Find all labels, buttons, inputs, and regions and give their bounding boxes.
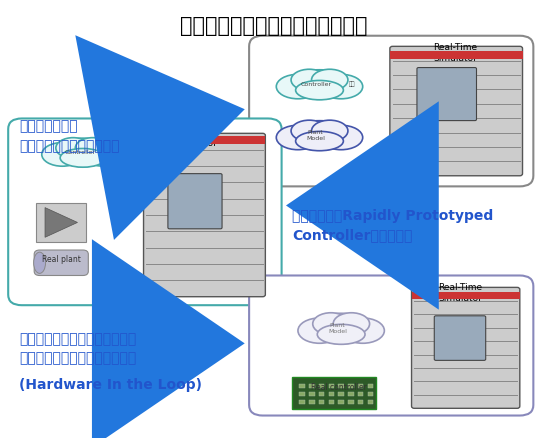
FancyBboxPatch shape	[411, 293, 520, 299]
Ellipse shape	[290, 121, 349, 151]
FancyBboxPatch shape	[338, 392, 344, 396]
FancyBboxPatch shape	[338, 384, 344, 388]
Ellipse shape	[34, 253, 46, 274]
FancyBboxPatch shape	[36, 204, 86, 242]
Text: 実機と一緒にRapidly Prototyped
Controllerとして使用: 実機と一緒にRapidly Prototyped Controllerとして使用	[293, 208, 494, 242]
FancyBboxPatch shape	[411, 288, 520, 408]
FancyBboxPatch shape	[144, 137, 265, 145]
Ellipse shape	[313, 313, 349, 335]
Text: 接続: 接続	[349, 81, 355, 87]
Text: リアルタイムシミュレータの種類: リアルタイムシミュレータの種類	[180, 15, 367, 35]
FancyBboxPatch shape	[434, 316, 486, 360]
Ellipse shape	[311, 70, 348, 92]
FancyBboxPatch shape	[348, 392, 354, 396]
Text: Controller: Controller	[300, 81, 331, 87]
Text: Real controller: Real controller	[311, 381, 366, 391]
Ellipse shape	[276, 75, 320, 99]
Ellipse shape	[311, 121, 348, 142]
FancyBboxPatch shape	[329, 384, 334, 388]
FancyBboxPatch shape	[368, 384, 373, 388]
FancyBboxPatch shape	[319, 384, 324, 388]
FancyBboxPatch shape	[249, 276, 534, 416]
FancyBboxPatch shape	[309, 400, 315, 404]
FancyBboxPatch shape	[358, 392, 364, 396]
FancyBboxPatch shape	[417, 68, 476, 121]
FancyBboxPatch shape	[249, 37, 534, 187]
FancyBboxPatch shape	[358, 400, 364, 404]
Text: 実機を伴わない
デジタルシミュレーション: 実機を伴わない デジタルシミュレーション	[19, 120, 119, 153]
Text: Real-Time
Simulator: Real-Time Simulator	[173, 127, 217, 148]
Ellipse shape	[320, 75, 362, 99]
Text: Plant
Model: Plant Model	[328, 322, 347, 333]
FancyBboxPatch shape	[319, 392, 324, 396]
Ellipse shape	[341, 318, 384, 343]
Ellipse shape	[290, 71, 349, 100]
Ellipse shape	[295, 132, 343, 152]
Ellipse shape	[333, 313, 370, 335]
Text: Real plant: Real plant	[42, 254, 81, 264]
Polygon shape	[45, 208, 78, 238]
Ellipse shape	[276, 126, 320, 150]
Text: Real-Time
Simulator: Real-Time Simulator	[438, 282, 482, 302]
FancyBboxPatch shape	[144, 134, 265, 297]
FancyBboxPatch shape	[299, 400, 305, 404]
Ellipse shape	[42, 143, 83, 167]
FancyBboxPatch shape	[368, 400, 373, 404]
Text: 接続: 接続	[111, 149, 117, 155]
FancyBboxPatch shape	[358, 384, 364, 388]
FancyBboxPatch shape	[8, 119, 282, 305]
Ellipse shape	[320, 126, 362, 150]
Ellipse shape	[291, 70, 327, 92]
FancyBboxPatch shape	[348, 400, 354, 404]
FancyBboxPatch shape	[390, 47, 522, 177]
FancyBboxPatch shape	[299, 392, 305, 396]
Ellipse shape	[83, 143, 124, 167]
Ellipse shape	[295, 81, 343, 101]
Ellipse shape	[298, 318, 341, 343]
Ellipse shape	[60, 149, 106, 168]
FancyBboxPatch shape	[319, 400, 324, 404]
Text: (Hardware In the Loop): (Hardware In the Loop)	[19, 377, 202, 391]
FancyBboxPatch shape	[293, 378, 376, 409]
FancyBboxPatch shape	[348, 384, 354, 388]
FancyBboxPatch shape	[329, 400, 334, 404]
FancyBboxPatch shape	[368, 392, 373, 396]
FancyBboxPatch shape	[34, 251, 89, 276]
Ellipse shape	[291, 121, 327, 142]
FancyBboxPatch shape	[309, 384, 315, 388]
Text: Real-Time
Simulator: Real-Time Simulator	[433, 43, 477, 63]
FancyBboxPatch shape	[329, 392, 334, 396]
Ellipse shape	[55, 139, 111, 167]
Ellipse shape	[56, 138, 91, 159]
FancyBboxPatch shape	[299, 384, 305, 388]
FancyBboxPatch shape	[390, 52, 522, 60]
Ellipse shape	[317, 325, 365, 345]
FancyBboxPatch shape	[338, 400, 344, 404]
Text: Controller: Controller	[65, 149, 96, 154]
Text: リアルタイムプラントモデルと
実際のコントローラとして使用: リアルタイムプラントモデルと 実際のコントローラとして使用	[19, 331, 136, 364]
Ellipse shape	[75, 138, 110, 159]
Ellipse shape	[312, 314, 371, 344]
Text: Plant
Model: Plant Model	[306, 130, 325, 140]
FancyBboxPatch shape	[309, 392, 315, 396]
FancyBboxPatch shape	[168, 174, 222, 229]
